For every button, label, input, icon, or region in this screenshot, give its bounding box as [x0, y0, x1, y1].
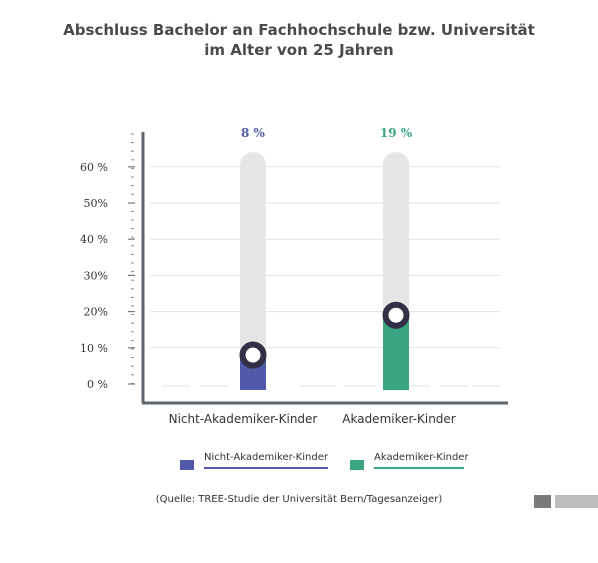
- legend-swatch-nicht-akademiker: [180, 460, 194, 470]
- x-category-label: Akademiker-Kinder: [342, 412, 456, 426]
- legend-label-nicht-akademiker: Nicht-Akademiker-Kinder: [204, 452, 328, 463]
- y-tick-label: 50%: [84, 197, 108, 210]
- decorative-block-dark: [534, 495, 551, 508]
- legend-underline-nicht-akademiker: [204, 467, 328, 469]
- y-tick-label: 60 %: [80, 161, 108, 174]
- bars: 8 % 19 %: [239, 126, 413, 390]
- bar-track: [240, 152, 266, 390]
- x-category-label: Nicht-Akademiker-Kinder: [169, 412, 318, 426]
- legend-label-akademiker: Akademiker-Kinder: [374, 452, 469, 463]
- chart-title-line-1: Abschluss Bachelor an Fachhochschule bzw…: [63, 21, 535, 39]
- bar-marker: [382, 301, 410, 329]
- y-tick-label: 20%: [84, 306, 108, 319]
- bar-marker: [239, 341, 267, 369]
- source-note: (Quelle: TREE-Studie der Universität Ber…: [155, 494, 443, 505]
- y-tick-label: 40 %: [80, 233, 108, 246]
- decorative-block-light: [555, 495, 598, 508]
- legend-underline-akademiker: [374, 467, 464, 469]
- grid-lines: [128, 166, 500, 385]
- legend-swatch-akademiker: [350, 460, 364, 470]
- data-label: 19 %: [380, 126, 413, 140]
- y-axis-tick-labels: 0 % 10 % 20% 30% 40 % 50% 60 %: [80, 161, 108, 391]
- chart-title-line-2: im Alter von 25 Jahren: [204, 41, 394, 59]
- y-tick-label: 10 %: [80, 342, 108, 355]
- data-label: 8 %: [241, 126, 266, 140]
- y-tick-label: 30%: [84, 269, 108, 282]
- y-axis-minor-ticks: [131, 133, 134, 384]
- chart-title: Abschluss Bachelor an Fachhochschule bzw…: [0, 20, 598, 60]
- y-tick-label: 0 %: [87, 378, 108, 391]
- x-axis-category-labels: Nicht-Akademiker-Kinder Akademiker-Kinder: [169, 412, 456, 426]
- legend: Nicht-Akademiker-Kinder Akademiker-Kinde…: [0, 452, 598, 476]
